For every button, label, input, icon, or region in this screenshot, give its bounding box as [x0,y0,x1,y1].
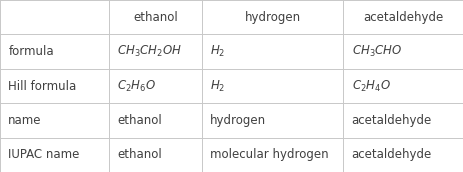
Text: formula: formula [8,45,54,58]
Text: ethanol: ethanol [133,11,177,24]
Text: Hill formula: Hill formula [8,79,76,93]
Text: hydrogen: hydrogen [244,11,300,24]
Text: $CH_3CH_2OH$: $CH_3CH_2OH$ [117,44,182,59]
Text: $CH_3CHO$: $CH_3CHO$ [351,44,401,59]
Text: $C_2H_6O$: $C_2H_6O$ [117,78,156,94]
Text: acetaldehyde: acetaldehyde [351,114,431,127]
Text: $C_2H_4O$: $C_2H_4O$ [351,78,390,94]
Text: name: name [8,114,42,127]
Text: IUPAC name: IUPAC name [8,148,80,161]
Text: molecular hydrogen: molecular hydrogen [210,148,328,161]
Text: ethanol: ethanol [117,148,162,161]
Text: acetaldehyde: acetaldehyde [363,11,443,24]
Text: $H_2$: $H_2$ [210,78,225,94]
Text: $H_2$: $H_2$ [210,44,225,59]
Text: acetaldehyde: acetaldehyde [351,148,431,161]
Text: hydrogen: hydrogen [210,114,266,127]
Text: ethanol: ethanol [117,114,162,127]
